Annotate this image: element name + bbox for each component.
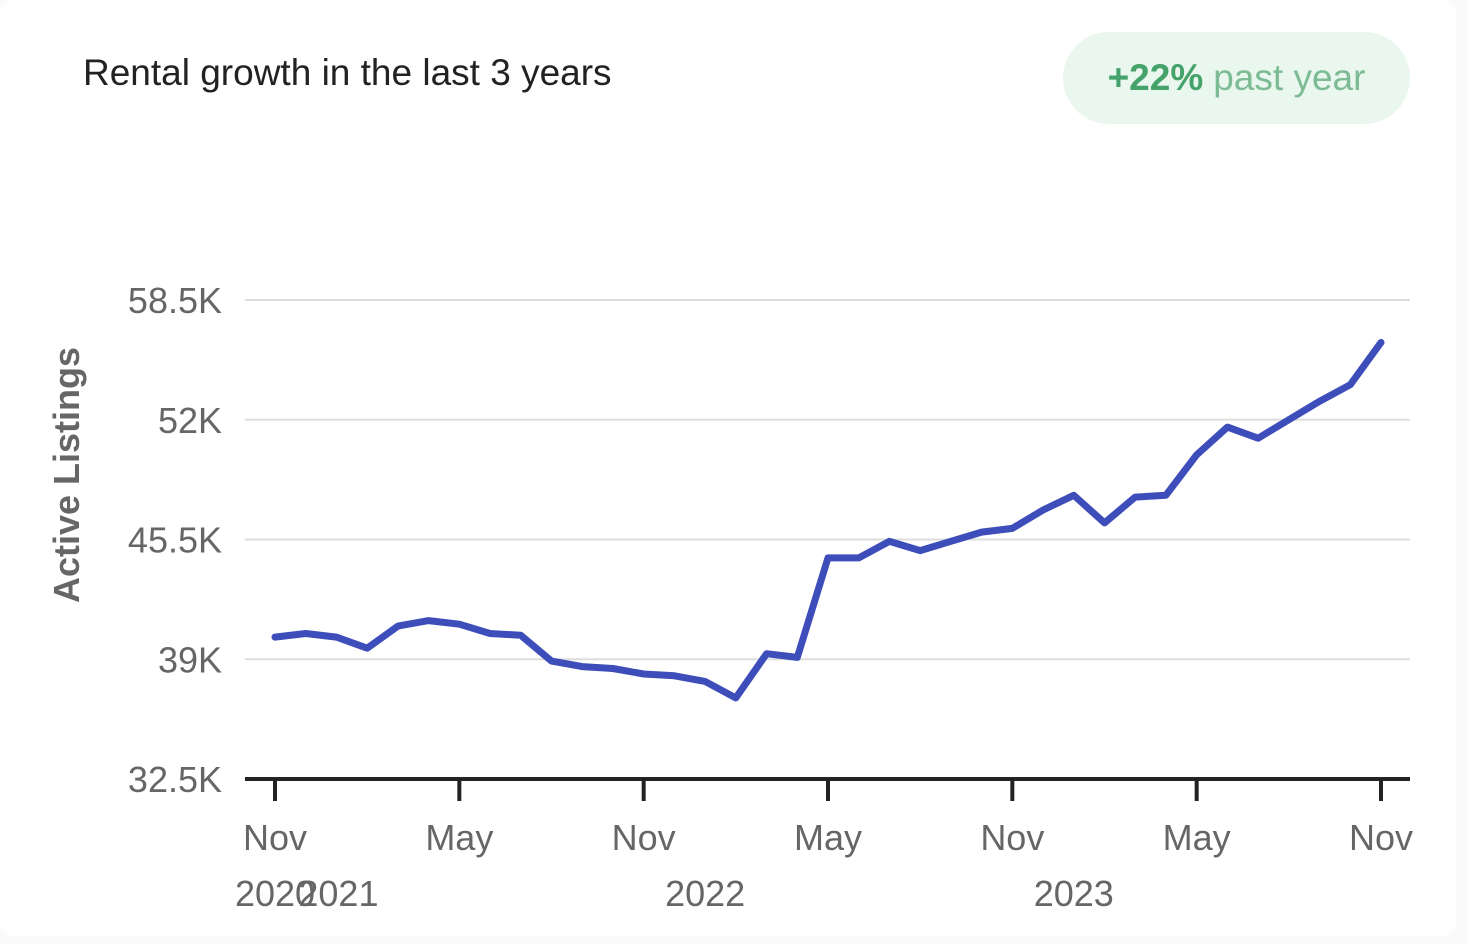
growth-percent: +22% — [1107, 57, 1204, 98]
series-line — [271, 338, 1385, 702]
x-tick-label: Nov — [243, 817, 307, 858]
y-axis-title: Active Listings — [46, 347, 87, 603]
x-year-label: 2022 — [665, 873, 745, 914]
chart-title: Rental growth in the last 3 years — [83, 52, 612, 93]
y-tick-label: 58.5K — [128, 280, 222, 321]
x-year-label: 2020 — [235, 873, 315, 914]
growth-period: past year — [1213, 57, 1366, 98]
x-tick-label: May — [1163, 817, 1231, 858]
y-tick-label: 32.5K — [128, 759, 222, 800]
x-tick-label: May — [794, 817, 862, 858]
x-tick-label: Nov — [980, 817, 1044, 858]
x-tick-label: Nov — [1349, 817, 1413, 858]
x-tick-label: Nov — [612, 817, 676, 858]
growth-badge: +22% past year — [1063, 32, 1410, 124]
x-tick-label: May — [425, 817, 493, 858]
y-tick-label: 45.5K — [128, 520, 222, 561]
x-year-label: 2021 — [298, 873, 378, 914]
y-tick-label: 39K — [158, 639, 222, 680]
x-year-label: 2023 — [1034, 873, 1114, 914]
y-tick-label: 52K — [158, 400, 222, 441]
